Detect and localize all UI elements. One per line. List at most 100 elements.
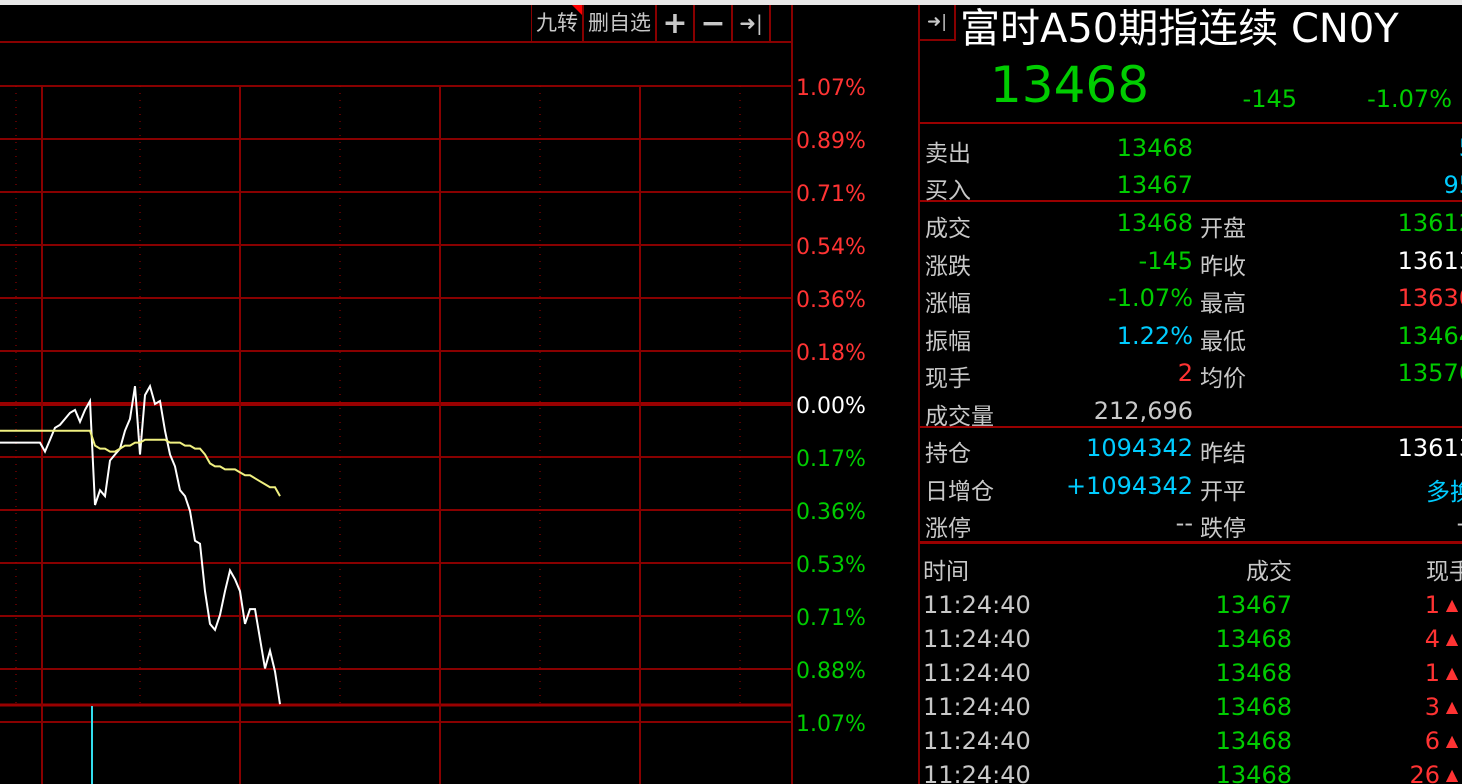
trade-price: 13468 xyxy=(1215,761,1292,784)
orderbook-price: 13468 xyxy=(1116,134,1193,162)
up-arrow-icon: ▲ xyxy=(1445,595,1459,614)
y-tick-label: 0.17% xyxy=(796,447,866,472)
orderbook-volume: 95 xyxy=(1443,171,1462,199)
stat-label: 昨收 xyxy=(1200,253,1246,280)
collapse-panel-button[interactable]: ➜| xyxy=(920,5,956,41)
trades-header-price: 成交 xyxy=(1246,559,1292,585)
stat-value: 2 xyxy=(1177,359,1193,387)
stat-label: 最低 xyxy=(1200,328,1246,355)
trade-price: 13467 xyxy=(1215,591,1292,619)
stat-label: 昨结 xyxy=(1200,441,1246,467)
stat-label: 跌停 xyxy=(1200,516,1246,542)
trade-volume: 6 xyxy=(1424,727,1440,755)
last-price: 13468 xyxy=(990,56,1150,114)
trade-price: 13468 xyxy=(1215,727,1292,755)
arrow-right-bar-icon: ➜| xyxy=(739,11,763,35)
stat-value: 13613 xyxy=(1397,434,1462,462)
window-top-strip xyxy=(0,0,1462,5)
divider xyxy=(920,426,1462,428)
up-arrow-icon: ▲ xyxy=(1445,663,1459,682)
trade-price: 13468 xyxy=(1215,659,1292,687)
plus-icon: + xyxy=(662,6,688,41)
stat-label: 成交量 xyxy=(925,403,994,430)
stat-label: 日增仓 xyxy=(925,478,994,505)
trade-price: 13468 xyxy=(1215,625,1292,653)
minus-icon: − xyxy=(700,6,726,41)
stat-value: 多换 xyxy=(1426,477,1462,506)
trade-volume: 4 xyxy=(1424,625,1440,653)
stat-value: 1094342 xyxy=(1086,434,1193,462)
stat-value: 212,696 xyxy=(1093,396,1193,425)
stat-label: 均价 xyxy=(1200,366,1246,392)
trade-volume: 1 xyxy=(1424,591,1440,619)
stat-value: 13613 xyxy=(1397,246,1462,275)
stat-value: -- xyxy=(1457,509,1462,537)
chart-toolbar: 九转 删自选 + − ➜| xyxy=(531,5,771,42)
expand-button[interactable]: ➜| xyxy=(733,5,771,42)
trade-volume: 26 xyxy=(1409,761,1440,784)
stat-value: 13612 xyxy=(1397,209,1462,237)
zoom-in-button[interactable]: + xyxy=(657,5,695,42)
y-tick-label: 0.36% xyxy=(796,288,866,313)
y-tick-label: 1.07% xyxy=(796,712,866,737)
stat-value: 1.22% xyxy=(1116,321,1193,350)
arrow-right-bar-icon: ➜| xyxy=(927,12,947,32)
stat-label: 振幅 xyxy=(925,328,971,355)
stat-value: 13570 xyxy=(1397,359,1462,387)
nine-turn-button[interactable]: 九转 xyxy=(532,5,584,42)
zoom-out-button[interactable]: − xyxy=(695,5,733,42)
stat-label: 开盘 xyxy=(1200,216,1246,242)
remove-watchlist-button[interactable]: 删自选 xyxy=(584,5,657,42)
y-tick-label: 0.71% xyxy=(796,182,866,207)
trade-time: 11:24:40 xyxy=(923,625,1031,653)
stat-value: -145 xyxy=(1138,246,1193,275)
y-tick-label: 0.18% xyxy=(796,341,866,366)
stat-label: 现手 xyxy=(925,366,971,392)
trade-volume: 1 xyxy=(1424,659,1440,687)
quote-panel: ➜| 富时A50期指连续 CN0Y 13468 -145 -1.07% 卖出 13… xyxy=(918,5,1462,784)
stat-label: 最高 xyxy=(1200,291,1246,317)
stat-label: 开平 xyxy=(1200,478,1246,505)
trades-header-time: 时间 xyxy=(923,559,969,585)
trade-volume: 3 xyxy=(1424,693,1440,721)
divider xyxy=(920,122,1462,124)
orderbook-label: 卖出 xyxy=(925,141,971,167)
y-tick-label: 0.00% xyxy=(796,394,866,419)
stat-label: 涨跌 xyxy=(925,253,971,280)
change-percent: -1.07% xyxy=(1367,85,1452,113)
change-value: -145 xyxy=(1242,85,1297,113)
trade-time: 11:24:40 xyxy=(923,727,1031,755)
stat-label: 涨幅 xyxy=(925,291,971,317)
stat-value: +1094342 xyxy=(1066,471,1193,500)
divider xyxy=(920,541,1462,544)
y-tick-label: 0.71% xyxy=(796,606,866,631)
price-line xyxy=(0,383,281,705)
y-tick-label: 0.88% xyxy=(796,659,866,684)
up-arrow-icon: ▲ xyxy=(1445,629,1459,648)
y-tick-label: 0.53% xyxy=(796,553,866,578)
y-tick-label: 0.54% xyxy=(796,235,866,260)
stat-label: 涨停 xyxy=(925,516,971,542)
stat-label: 持仓 xyxy=(925,441,971,467)
instrument-title: 富时A50期指连续 CN0Y xyxy=(960,6,1399,52)
trade-time: 11:24:40 xyxy=(923,591,1031,619)
trade-time: 11:24:40 xyxy=(923,693,1031,721)
stat-label: 成交 xyxy=(925,216,971,242)
orderbook-price: 13467 xyxy=(1116,171,1193,199)
trades-header-volume: 现手 xyxy=(1426,559,1462,585)
trade-time: 11:24:40 xyxy=(923,659,1031,687)
orderbook-volume: 5 xyxy=(1459,134,1462,162)
orderbook-label: 买入 xyxy=(925,178,971,204)
y-tick-label: 0.89% xyxy=(796,129,866,154)
stat-value: 13630 xyxy=(1397,284,1462,312)
up-arrow-icon: ▲ xyxy=(1445,765,1459,784)
up-arrow-icon: ▲ xyxy=(1445,697,1459,716)
stat-value: -1.07% xyxy=(1108,284,1193,312)
up-arrow-icon: ▲ xyxy=(1445,731,1459,750)
stat-value: 13464 xyxy=(1397,321,1462,350)
trade-price: 13468 xyxy=(1215,693,1292,721)
stat-value: -- xyxy=(1175,509,1193,537)
trade-time: 11:24:40 xyxy=(923,761,1031,784)
intraday-chart: 1.07% 0.89% 0.71% 0.54% 0.36% 0.18% 0.00% 0.17%… xyxy=(0,5,866,784)
divider xyxy=(920,200,1462,202)
